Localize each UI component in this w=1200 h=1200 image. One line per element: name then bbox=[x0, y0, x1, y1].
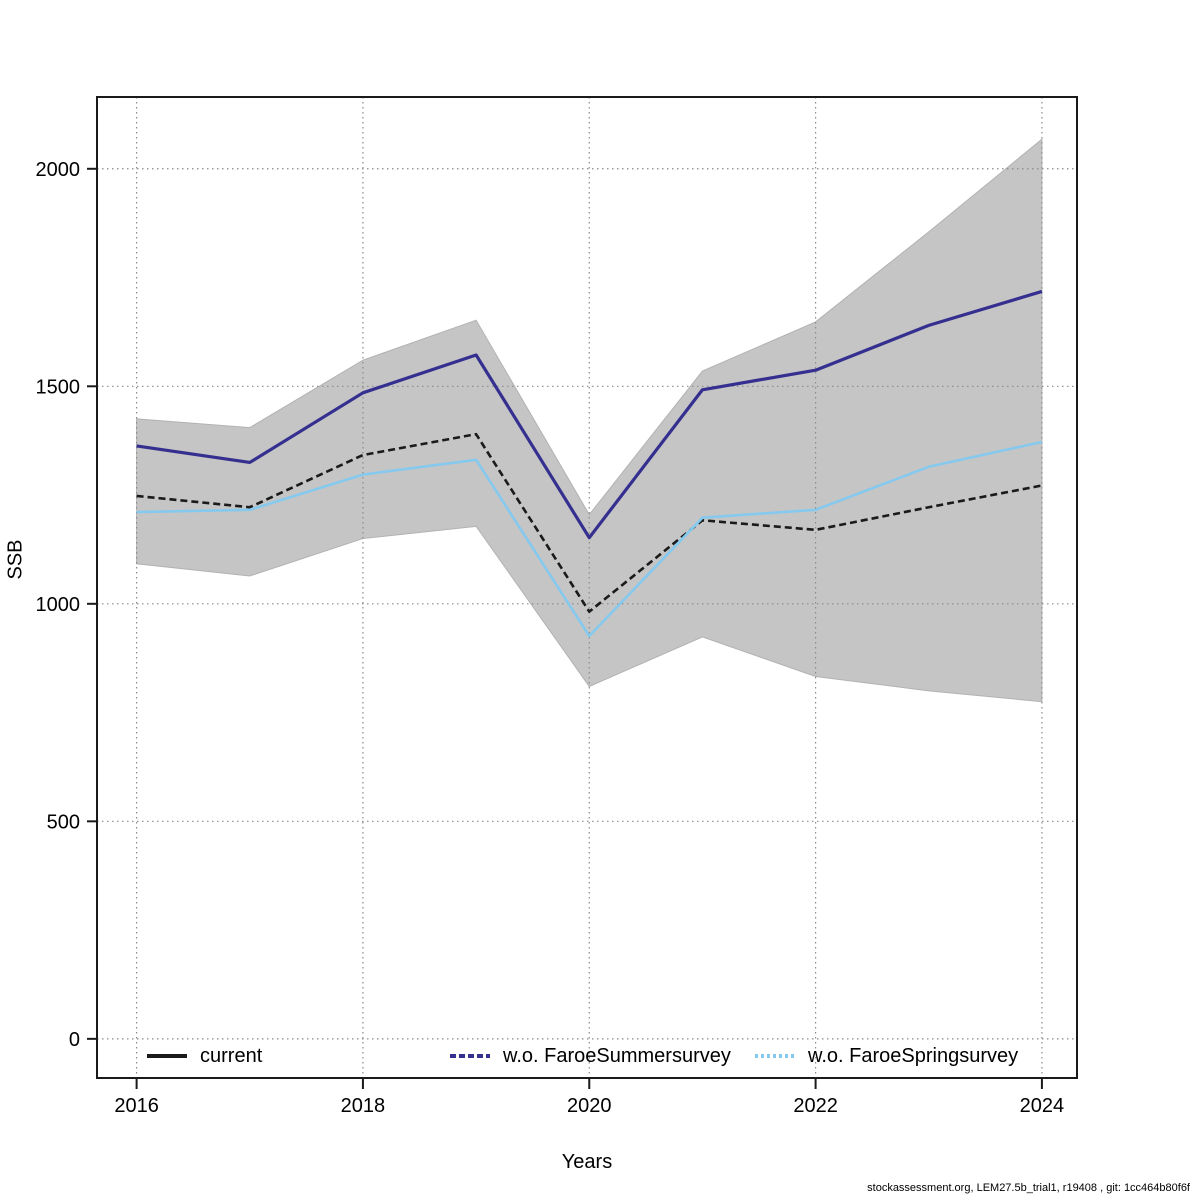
x-tick-label: 2016 bbox=[114, 1095, 159, 1117]
y-tick-label: 0 bbox=[69, 1029, 80, 1051]
legend-line-springsurvey-icon bbox=[755, 1054, 795, 1058]
y-tick-label: 2000 bbox=[36, 159, 81, 181]
legend-item-current: current bbox=[147, 1038, 262, 1074]
x-tick-label: 2020 bbox=[567, 1095, 612, 1117]
series-line-2 bbox=[136, 440, 1043, 638]
x-tick-label: 2018 bbox=[341, 1095, 386, 1117]
legend-item-wo-faroesummersurvey: w.o. FaroeSummersurvey bbox=[450, 1038, 731, 1074]
legend: current w.o. FaroeSummersurvey w.o. Faro… bbox=[0, 1038, 1200, 1074]
legend-label-current: current bbox=[200, 1044, 263, 1067]
y-tick-label: 1500 bbox=[36, 376, 81, 398]
series-line-0 bbox=[136, 432, 1043, 613]
y-tick-label: 500 bbox=[47, 811, 80, 833]
footnote: stockassessment.org, LEM27.5b_trial1, r1… bbox=[867, 1182, 1190, 1194]
plot-frame bbox=[96, 96, 1078, 1079]
legend-label-wo-faroespringsurvey: w.o. FaroeSpringsurvey bbox=[808, 1044, 1019, 1067]
y-tick-label: 1000 bbox=[36, 594, 81, 616]
legend-line-summersurvey-icon bbox=[450, 1054, 490, 1058]
y-axis-title: SSB bbox=[4, 539, 27, 580]
confidence-band bbox=[136, 138, 1043, 703]
legend-item-wo-faroespringsurvey: w.o. FaroeSpringsurvey bbox=[755, 1038, 1018, 1074]
x-axis-title: Years bbox=[561, 1151, 613, 1173]
x-tick-label: 2022 bbox=[793, 1095, 838, 1117]
x-tick-label: 2024 bbox=[1020, 1095, 1065, 1117]
legend-label-wo-faroesummersurvey: w.o. FaroeSummersurvey bbox=[503, 1044, 731, 1067]
legend-line-current-icon bbox=[147, 1054, 187, 1058]
series-line-1 bbox=[136, 289, 1043, 540]
